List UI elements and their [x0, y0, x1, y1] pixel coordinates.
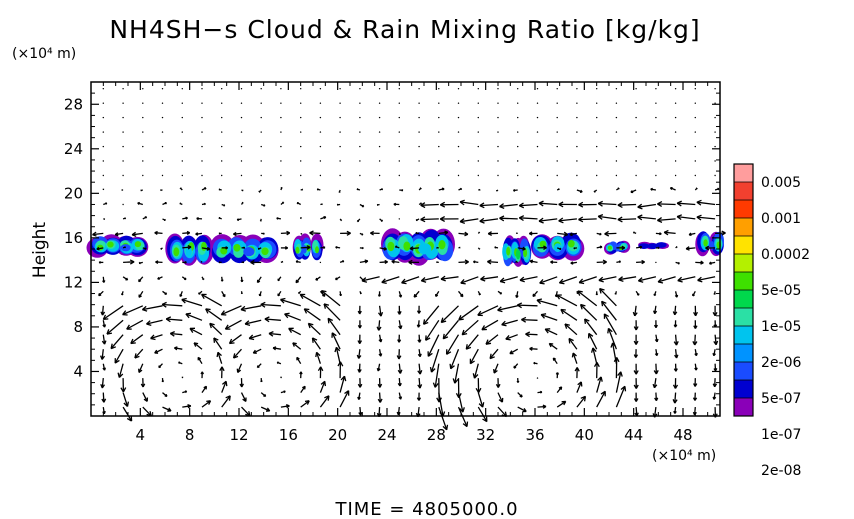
- colorbar-swatch: [734, 182, 753, 201]
- chart-title: NH4SH−s Cloud & Rain Mixing Ratio [kg/kg…: [109, 15, 700, 44]
- y-axis-label: Height: [30, 222, 50, 279]
- y-tick-label: 16: [64, 229, 83, 247]
- cloud-region: [638, 241, 669, 250]
- colorbar-swatch: [734, 362, 753, 381]
- y-axis-unit: (×10⁴ m): [12, 46, 76, 62]
- colorbar-swatch: [734, 380, 753, 399]
- x-tick-label: 20: [328, 426, 347, 444]
- colorbar-swatch: [734, 236, 753, 255]
- colorbar-label: 2e-06: [761, 355, 801, 371]
- colorbar-label: 0.0002: [761, 247, 810, 263]
- x-tick-label: 48: [673, 426, 692, 444]
- colorbar-swatch: [734, 164, 753, 183]
- colorbar-label: 0.005: [761, 175, 801, 191]
- x-tick-label: 8: [185, 426, 195, 444]
- cloud-region: [502, 235, 532, 267]
- time-label: TIME = 4805000.0: [334, 499, 518, 519]
- cloud-region: [165, 233, 214, 266]
- colorbar-label: 2e-08: [761, 463, 801, 479]
- plot-area: [86, 88, 726, 431]
- colorbar-swatch: [734, 218, 753, 237]
- cloud-region: [292, 233, 324, 261]
- y-tick-label: 28: [64, 95, 83, 113]
- colorbar-swatch: [734, 308, 753, 327]
- colorbar-swatch: [734, 254, 753, 273]
- colorbar-label: 1e-07: [761, 427, 801, 443]
- colorbar-label: 1e-05: [761, 319, 801, 335]
- x-tick-label: 32: [476, 426, 495, 444]
- cloud-region: [86, 234, 149, 258]
- colorbar-swatch: [734, 290, 753, 309]
- x-tick-label: 28: [427, 426, 446, 444]
- x-tick-label: 24: [377, 426, 396, 444]
- x-tick-label: 12: [229, 426, 248, 444]
- colorbar-swatch: [734, 344, 753, 363]
- x-tick-label: 36: [525, 426, 544, 444]
- colorbar-swatch: [734, 326, 753, 345]
- x-tick-label: 4: [136, 426, 146, 444]
- colorbar-label: 0.001: [761, 211, 801, 227]
- colorbar: 0.005 0.001 0.0002 5e-05 1e-05 2e-06 5e-07 1e-0…: [733, 163, 810, 479]
- cloud-region: [530, 232, 585, 261]
- y-tick-label: 8: [73, 318, 83, 336]
- colorbar-swatch: [734, 398, 753, 417]
- x-tick-label: 44: [624, 426, 643, 444]
- colorbar-swatch: [734, 272, 753, 291]
- y-tick-label: 20: [64, 184, 83, 202]
- x-tick-label: 16: [279, 426, 298, 444]
- colorbar-label: 5e-07: [761, 391, 801, 407]
- cloud-region: [210, 234, 279, 264]
- x-axis-unit: (×10⁴ m): [652, 448, 716, 464]
- colorbar-swatch: [734, 200, 753, 219]
- y-tick-label: 12: [64, 273, 83, 291]
- y-tick-label: 24: [64, 140, 83, 158]
- x-tick-label: 40: [575, 426, 594, 444]
- colorbar-label: 5e-05: [761, 283, 801, 299]
- cloud-region: [381, 228, 455, 266]
- y-tick-label: 4: [73, 362, 83, 380]
